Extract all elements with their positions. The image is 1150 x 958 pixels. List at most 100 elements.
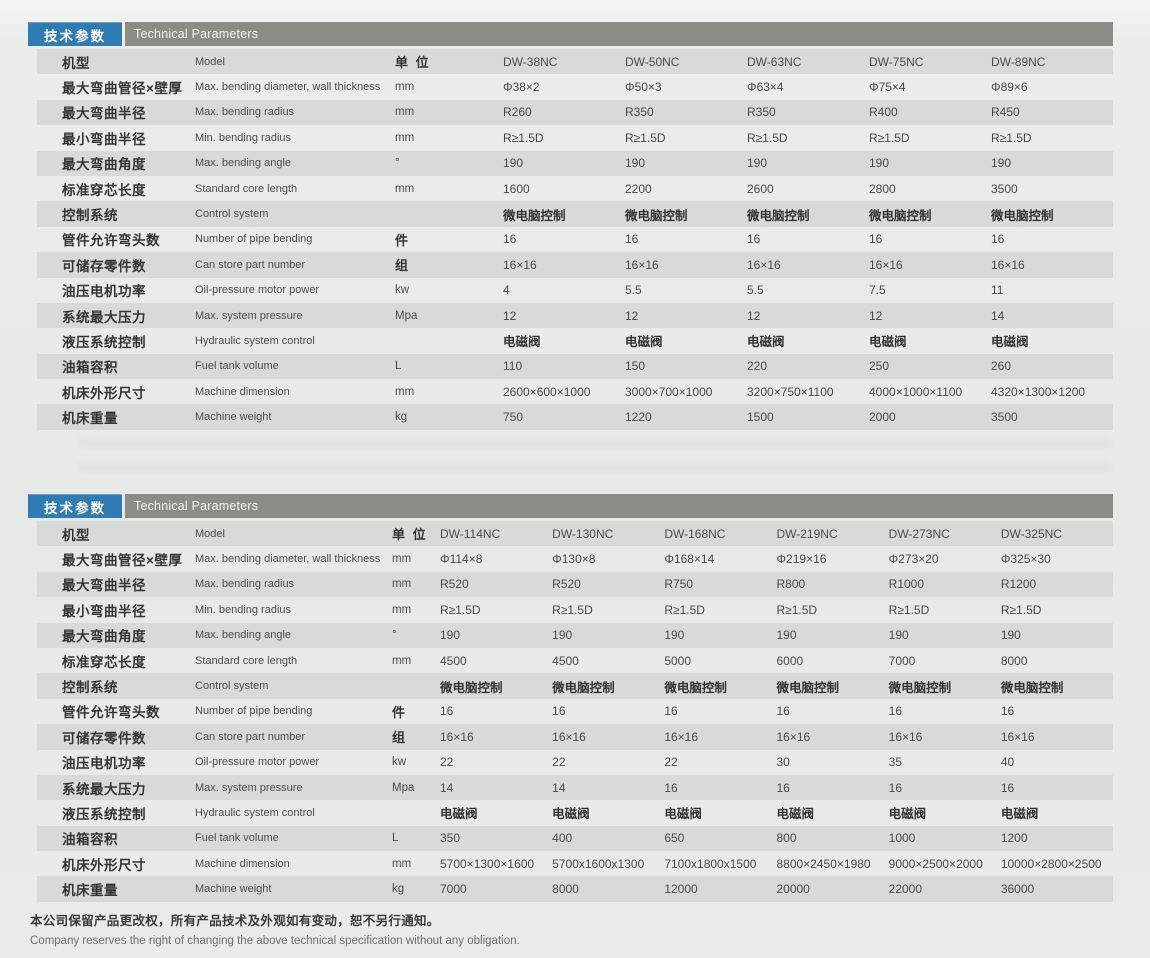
cell-value: 3000×700×1000 [625,384,713,399]
row-label-en: Hydraulic system control [195,806,315,819]
table-row: 标准穿芯长度 Standard core length mm 1600 2200 2600… [37,176,1113,201]
table-row: 最大弯曲半径 Max. bending radius mm R520 R520 R750 R… [37,571,1113,598]
col-header-cn: 机型 [62,55,90,71]
cell-value: R800 [776,577,806,592]
cell-value: 电磁阀 [869,335,907,350]
row-label-cn: 机床重量 [62,411,118,427]
cell-value: R≥1.5D [869,130,910,145]
row-unit: kw [395,284,410,297]
cell-value: 36000 [1000,882,1035,897]
cell-value: Φ273×20 [888,552,939,567]
row-label-cn: 可储存零件数 [62,730,146,746]
cell-value: R≥1.5D [503,130,544,145]
cell-value: R≥1.5D [747,130,788,145]
cell-value: 微电脑控制 [776,680,839,695]
cell-value: 110 [503,359,523,374]
row-unit: mm [392,578,412,591]
cell-value: 4000×1000×1100 [869,384,963,399]
row-label-cn: 系统最大压力 [62,781,146,797]
row-label-en: Control system [195,680,269,693]
section-title-en: Technical Parameters [125,494,1113,518]
row-label-cn: 可储存零件数 [62,258,146,274]
row-unit: Mpa [395,309,418,322]
row-label-cn: 控制系统 [62,208,118,224]
cell-value: 16×16 [776,729,811,744]
row-label-en: Standard core length [195,182,298,195]
row-label-en: Max. bending diameter, wall thickness [195,553,381,566]
row-label-cn: 机床外形尺寸 [62,385,146,401]
row-unit: Mpa [392,781,415,794]
cell-value: 7.5 [869,283,886,298]
row-label-en: Number of pipe bending [195,233,313,246]
cell-value: 4320×1300×1200 [991,384,1086,399]
row-label-en: Machine weight [195,883,272,896]
cell-value: 1220 [625,410,652,425]
cell-value: 260 [991,359,1012,374]
cell-value: 4 [503,283,510,298]
row-unit: L [392,832,399,845]
cell-value: 12 [869,308,883,323]
cell-value: 16 [869,232,883,247]
cell-value: 微电脑控制 [440,680,503,695]
row-label-cn: 油压电机功率 [62,756,146,772]
row-unit: mm [392,654,412,667]
cell-value: 5000 [664,653,692,668]
cell-value: 190 [664,628,685,643]
row-unit: mm [395,131,415,144]
disclaimer-en: Company reserves the right of changing t… [30,935,520,947]
cell-value: 16 [991,232,1005,247]
cell-value: 电磁阀 [552,807,590,822]
row-label-en: Machine dimension [195,385,290,398]
cell-value: Φ130×8 [552,552,596,567]
row-label-en: Max. bending radius [195,106,295,119]
cell-value: 14 [991,308,1005,323]
row-unit: 件 [395,232,411,248]
table-row: 控制系统 Control system 微电脑控制 微电脑控制 微电脑控制 微电脑控制 微电… [37,201,1113,227]
section-header: 技术参数 Technical Parameters [28,22,1113,46]
col-header-unit: 单 位 [392,527,428,543]
cell-value: 150 [625,359,646,374]
cell-value: 电磁阀 [440,807,478,822]
row-label-en: Machine dimension [195,857,290,870]
col-header-en: Model [195,527,225,540]
row-label-en: Can store part number [195,258,306,271]
row-label-cn: 控制系统 [62,680,118,696]
table-row: 油压电机功率 Oil-pressure motor power kw 22 22 22 30… [37,750,1113,775]
col-header-unit: 单 位 [395,55,431,71]
row-label-en: Min. bending radius [195,131,292,144]
cell-value: R520 [440,577,469,592]
cell-value: 16×16 [503,257,537,272]
cell-value: 16 [503,232,517,247]
cell-value: 1000 [888,831,916,846]
row-label-en: Max. bending diameter, wall thickness [195,81,381,94]
row-label-en: Max. system pressure [195,781,303,794]
row-label-cn: 最大弯曲管径×壁厚 [62,553,183,569]
cell-value: 14 [440,780,454,795]
cell-value: 16 [776,780,790,795]
row-label-cn: 液压系统控制 [62,806,146,822]
section-badge-cn: 技术参数 [28,494,122,518]
cell-value: 16 [888,780,903,795]
cell-value: 微电脑控制 [1000,680,1064,695]
row-unit: ° [395,157,400,170]
row-label-cn: 油压电机功率 [62,284,146,300]
cell-value: 微电脑控制 [869,208,932,223]
row-unit: mm [395,385,415,398]
cell-value: 微电脑控制 [664,680,727,695]
cell-value: 电磁阀 [1000,807,1039,822]
table-row: 最大弯曲管径×壁厚 Max. bending diameter, wall thi… [37,74,1113,99]
table-row: 液压系统控制 Hydraulic system control 电磁阀 电磁阀 电磁阀 电… [37,800,1113,825]
cell-value: 16 [747,232,761,247]
section-title-en: Technical Parameters [125,22,1113,46]
cell-value: 35 [888,755,903,770]
table-row: 系统最大压力 Max. system pressure Mpa 12 12 12 12 14 [37,302,1113,329]
cell-value: R400 [869,105,898,120]
cell-value: 250 [869,359,890,374]
cell-value: R1200 [1000,577,1037,592]
model-name: DW-219NC [776,526,838,541]
model-name: DW-63NC [747,54,802,69]
cell-value: 40 [1000,755,1015,770]
row-label-cn: 管件允许弯头数 [62,233,160,249]
row-label-en: Standard core length [195,654,298,667]
cell-value: 电磁阀 [747,335,785,350]
